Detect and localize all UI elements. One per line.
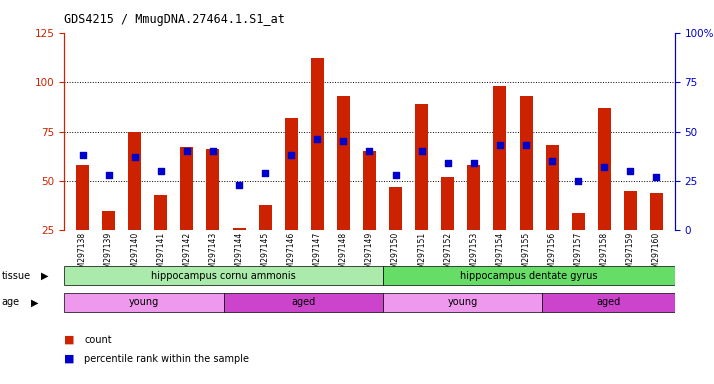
Point	[338, 138, 349, 144]
Point	[259, 170, 271, 176]
Bar	[389, 187, 402, 230]
Bar	[572, 213, 585, 230]
Point	[442, 160, 453, 166]
Bar	[520, 96, 533, 230]
Bar	[598, 108, 610, 230]
Text: aged: aged	[596, 297, 620, 308]
Point	[468, 160, 480, 166]
Bar	[258, 205, 271, 230]
Bar	[415, 104, 428, 230]
Bar	[102, 210, 115, 230]
Point	[521, 142, 532, 149]
Point	[207, 148, 218, 154]
Bar	[441, 177, 454, 230]
Bar	[493, 86, 506, 230]
Bar	[64, 293, 223, 312]
Bar	[468, 165, 481, 230]
Point	[233, 182, 245, 188]
Point	[103, 172, 114, 178]
Text: aged: aged	[291, 297, 316, 308]
Text: ▶: ▶	[31, 297, 39, 308]
Point	[598, 164, 610, 170]
Bar	[233, 228, 246, 230]
Text: count: count	[84, 335, 112, 345]
Text: tissue: tissue	[1, 270, 31, 281]
Point	[573, 178, 584, 184]
Point	[625, 168, 636, 174]
Bar	[285, 118, 298, 230]
Point	[546, 158, 558, 164]
Text: ■: ■	[64, 335, 75, 345]
Point	[494, 142, 506, 149]
Bar	[76, 165, 89, 230]
Point	[416, 148, 428, 154]
Point	[390, 172, 401, 178]
Bar	[545, 146, 558, 230]
Bar	[64, 266, 383, 285]
Bar	[383, 293, 542, 312]
Bar	[129, 131, 141, 230]
Bar	[181, 147, 193, 230]
Text: ▶: ▶	[41, 270, 49, 281]
Point	[129, 154, 141, 160]
Text: GDS4215 / MmugDNA.27464.1.S1_at: GDS4215 / MmugDNA.27464.1.S1_at	[64, 13, 285, 26]
Point	[311, 136, 323, 142]
Bar	[542, 293, 675, 312]
Text: young: young	[129, 297, 159, 308]
Bar	[223, 293, 383, 312]
Point	[155, 168, 166, 174]
Text: hippocampus dentate gyrus: hippocampus dentate gyrus	[460, 270, 598, 281]
Text: ■: ■	[64, 354, 75, 364]
Point	[286, 152, 297, 158]
Text: young: young	[447, 297, 478, 308]
Text: percentile rank within the sample: percentile rank within the sample	[84, 354, 249, 364]
Point	[363, 148, 376, 154]
Bar	[154, 195, 167, 230]
Bar	[311, 58, 324, 230]
Point	[77, 152, 89, 158]
Text: hippocampus cornu ammonis: hippocampus cornu ammonis	[151, 270, 296, 281]
Text: age: age	[1, 297, 19, 308]
Bar	[206, 149, 219, 230]
Point	[181, 148, 193, 154]
Bar	[337, 96, 350, 230]
Bar	[363, 151, 376, 230]
Bar	[383, 266, 675, 285]
Bar	[624, 191, 637, 230]
Point	[650, 174, 662, 180]
Bar	[650, 193, 663, 230]
